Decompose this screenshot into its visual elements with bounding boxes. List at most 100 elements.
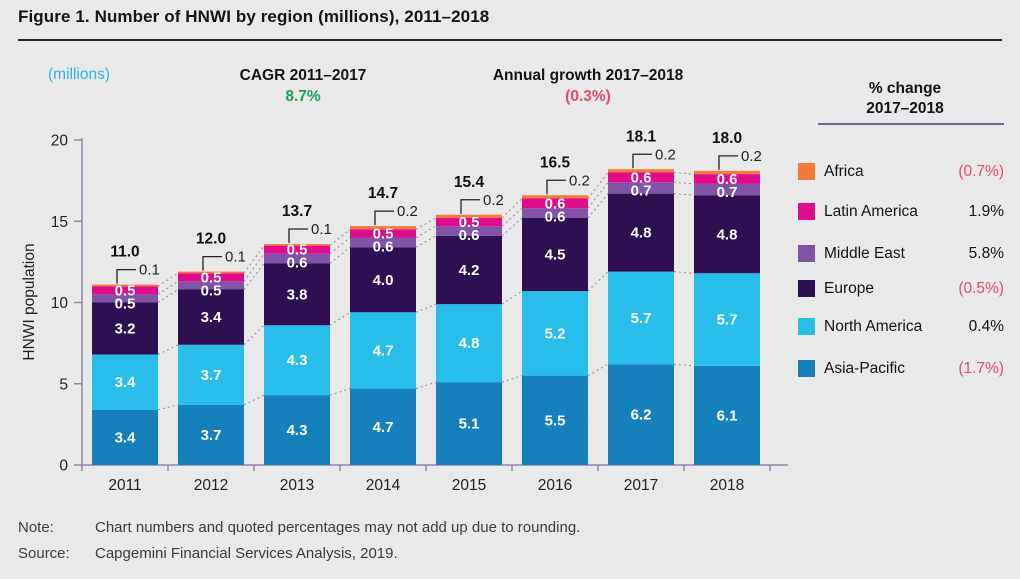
annual-growth-value: (0.3%) xyxy=(565,88,611,105)
connector-line xyxy=(673,271,695,274)
africa-swatch-icon xyxy=(798,163,815,180)
bar-segment-africa xyxy=(522,195,588,199)
x-tick-label: 2016 xyxy=(538,477,572,494)
bar-total-label: 11.0 xyxy=(110,244,139,261)
callout-bracket xyxy=(546,179,566,195)
bar-segment-asia-pacific xyxy=(264,395,330,465)
connector-line xyxy=(415,381,437,390)
source-row: Source: Capgemini Financial Services Anal… xyxy=(18,545,398,562)
bar-segment-north-america xyxy=(350,312,416,389)
callout-bracket xyxy=(116,268,136,284)
bar-segment-asia-pacific xyxy=(522,375,588,465)
bar-segment-middle-east xyxy=(608,182,674,194)
bar-value-label: 4.3 xyxy=(287,422,308,439)
bar-segment-middle-east xyxy=(264,253,330,264)
bar-segment-middle-east xyxy=(436,226,502,236)
cagr-label: CAGR 2011–2017 xyxy=(239,67,367,84)
legend-value: (0.7%) xyxy=(958,163,1004,180)
bar-segment-middle-east xyxy=(522,208,588,218)
legend-header-line2: 2017–2018 xyxy=(866,100,944,117)
bar-value-label: 0.6 xyxy=(459,227,480,244)
x-tick-label: 2014 xyxy=(366,477,401,494)
bar-segment-middle-east xyxy=(92,294,158,303)
legend-label: Africa xyxy=(824,163,864,180)
bar-total-label: 15.4 xyxy=(454,174,485,191)
bar-segment-north-america xyxy=(264,325,330,396)
connector-line xyxy=(243,245,265,274)
latin-america-swatch-icon xyxy=(798,203,815,220)
bar-segment-middle-east xyxy=(350,237,416,248)
callout-bracket xyxy=(288,228,308,243)
bar-value-label: 0.6 xyxy=(373,238,394,255)
legend-label: North America xyxy=(824,318,923,335)
bar-segment-latin-america xyxy=(694,174,760,184)
bar-value-label: 0.5 xyxy=(115,282,136,299)
connector-line xyxy=(587,181,609,209)
legend-value: 0.4% xyxy=(968,318,1004,335)
bar-segment-africa xyxy=(178,271,244,274)
connector-line xyxy=(157,404,179,411)
legend-item-latin-america: Latin America 1.9% xyxy=(798,203,1004,221)
bar-value-label: 3.4 xyxy=(115,429,137,446)
connector-line xyxy=(157,272,179,287)
figure-title: Figure 1. Number of HNWI by region (mill… xyxy=(18,7,490,26)
connector-line xyxy=(673,363,695,367)
bar-value-label: 0.6 xyxy=(717,171,738,188)
callout-value: 0.2 xyxy=(655,146,676,163)
bar-segment-asia-pacific xyxy=(178,404,244,465)
y-tick-label: 10 xyxy=(51,295,69,312)
bar-segment-europe xyxy=(178,289,244,345)
bar-value-label: 4.8 xyxy=(631,225,652,242)
bar-segment-north-america xyxy=(178,344,244,405)
callout-value: 0.2 xyxy=(741,148,762,165)
legend-value: 1.9% xyxy=(968,203,1004,220)
bar-total-label: 16.5 xyxy=(540,154,571,171)
connector-line xyxy=(501,375,523,383)
connector-line xyxy=(587,271,609,292)
bar-segment-middle-east xyxy=(178,281,244,290)
bar-segment-north-america xyxy=(436,304,502,383)
callout-bracket xyxy=(460,199,480,214)
connector-line xyxy=(415,303,437,313)
bar-segment-north-america xyxy=(608,271,674,365)
bar-value-label: 0.5 xyxy=(459,214,480,231)
legend-label: Europe xyxy=(824,280,874,297)
source-text: Capgemini Financial Services Analysis, 2… xyxy=(95,545,398,562)
cagr-annotation: CAGR 2011–2017 8.7% xyxy=(208,65,398,107)
connector-line xyxy=(243,263,265,290)
bar-value-label: 4.3 xyxy=(287,352,308,369)
asia-pacific-swatch-icon xyxy=(798,360,815,377)
bar-segment-africa xyxy=(350,226,416,230)
bar-value-label: 5.1 xyxy=(459,416,480,433)
bar-segment-europe xyxy=(264,263,330,326)
connector-line xyxy=(415,217,437,230)
bar-value-label: 3.4 xyxy=(115,374,137,391)
connector-line xyxy=(587,193,609,219)
x-tick-label: 2013 xyxy=(280,477,314,494)
bar-value-label: 0.6 xyxy=(545,208,566,225)
bar-segment-africa xyxy=(608,169,674,173)
bar-value-label: 0.7 xyxy=(631,182,652,199)
bar-value-label: 5.7 xyxy=(717,312,738,329)
connector-line xyxy=(587,172,609,199)
note-text: Chart numbers and quoted percentages may… xyxy=(95,519,581,536)
connector-line xyxy=(157,344,179,355)
bar-segment-asia-pacific xyxy=(350,388,416,465)
bar-segment-asia-pacific xyxy=(694,365,760,465)
bar-total-label: 12.0 xyxy=(196,231,226,248)
bar-value-label: 4.2 xyxy=(459,262,480,279)
connector-line xyxy=(329,388,351,396)
bar-value-label: 0.5 xyxy=(201,282,222,299)
bar-segment-north-america xyxy=(694,273,760,366)
y-tick-label: 15 xyxy=(51,214,68,231)
bar-segment-europe xyxy=(608,193,674,272)
middle-east-swatch-icon xyxy=(798,245,815,262)
bar-segment-africa xyxy=(436,214,502,218)
bar-value-label: 5.7 xyxy=(631,310,652,327)
bar-segment-latin-america xyxy=(608,172,674,183)
connector-line xyxy=(501,217,523,237)
bar-segment-europe xyxy=(92,302,158,355)
bar-total-label: 13.7 xyxy=(282,203,312,220)
x-tick-label: 2017 xyxy=(624,477,658,494)
